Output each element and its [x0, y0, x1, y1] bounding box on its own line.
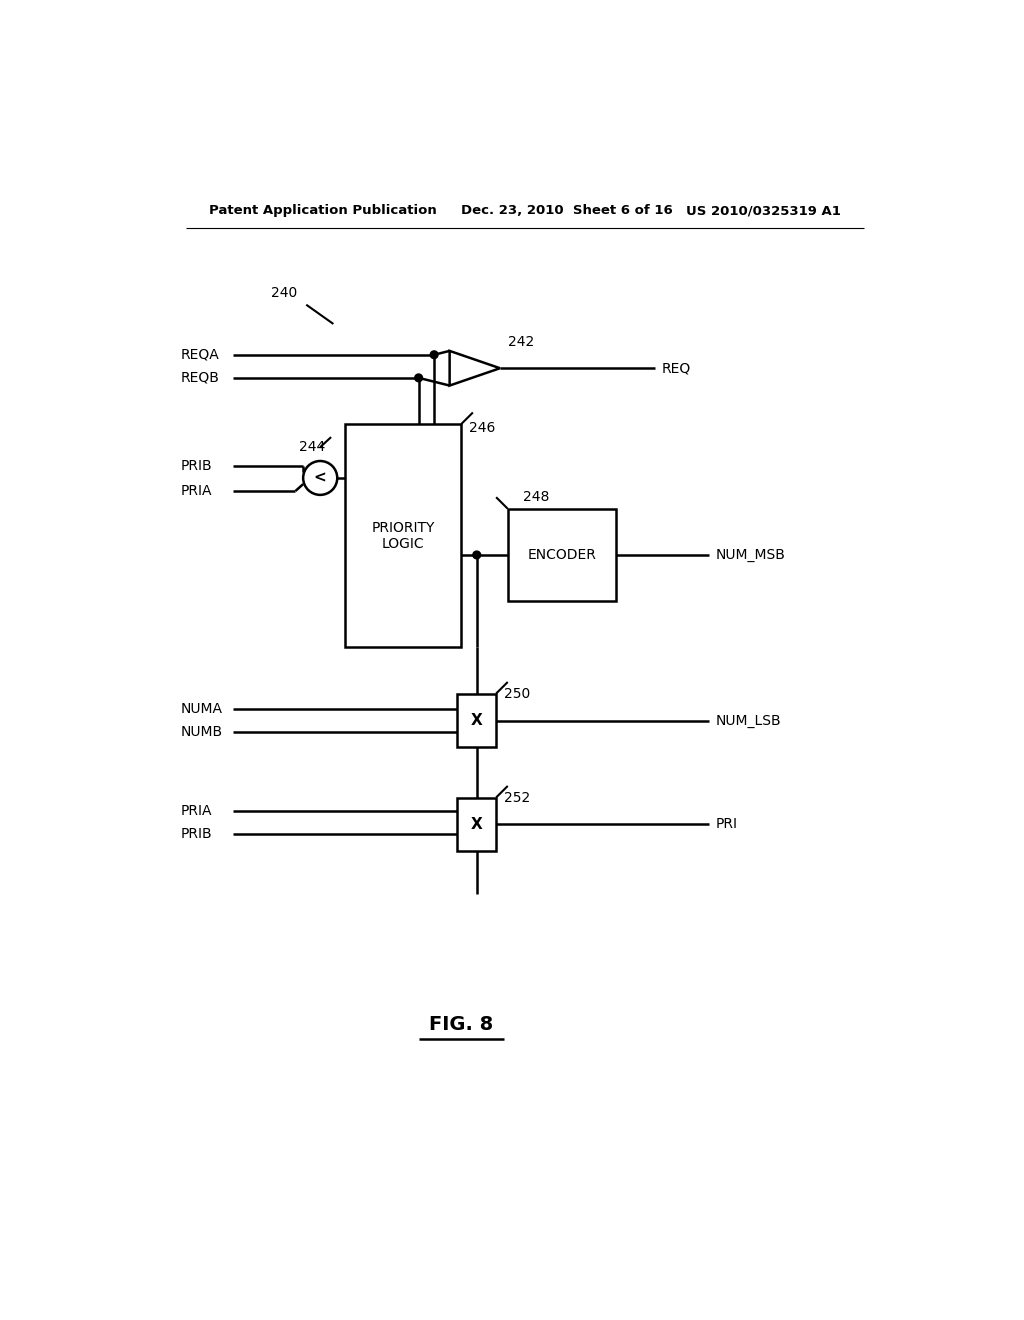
Text: Patent Application Publication: Patent Application Publication: [209, 205, 437, 218]
Circle shape: [415, 374, 423, 381]
Text: 248: 248: [523, 490, 550, 504]
Text: NUMA: NUMA: [180, 702, 222, 715]
Text: FIG. 8: FIG. 8: [429, 1015, 494, 1034]
Bar: [345, 424, 461, 647]
Text: REQ: REQ: [662, 362, 690, 375]
Text: X: X: [471, 713, 482, 729]
Text: <: <: [313, 470, 327, 486]
Text: 244: 244: [299, 440, 325, 454]
Circle shape: [430, 351, 438, 359]
Text: PRIB: PRIB: [180, 828, 212, 841]
Text: PRIA: PRIA: [180, 484, 212, 498]
Text: X: X: [471, 817, 482, 832]
Text: 250: 250: [504, 686, 530, 701]
Circle shape: [473, 552, 480, 558]
Text: NUM_MSB: NUM_MSB: [716, 548, 785, 562]
Text: Dec. 23, 2010  Sheet 6 of 16: Dec. 23, 2010 Sheet 6 of 16: [461, 205, 673, 218]
Text: REQA: REQA: [180, 347, 219, 362]
Bar: [508, 508, 616, 601]
Text: NUMB: NUMB: [180, 725, 223, 739]
Text: ENCODER: ENCODER: [527, 548, 596, 562]
Text: PRI: PRI: [716, 817, 737, 832]
Text: 242: 242: [508, 335, 534, 348]
Text: US 2010/0325319 A1: US 2010/0325319 A1: [686, 205, 841, 218]
Text: PRIB: PRIB: [180, 459, 212, 474]
Text: 252: 252: [504, 791, 530, 804]
Text: PRIORITY
LOGIC: PRIORITY LOGIC: [372, 520, 435, 550]
Text: PRIA: PRIA: [180, 804, 212, 818]
Text: NUM_LSB: NUM_LSB: [716, 714, 781, 727]
Text: REQB: REQB: [180, 371, 219, 385]
Bar: [458, 797, 496, 851]
Bar: [458, 693, 496, 747]
Text: 240: 240: [271, 286, 298, 300]
Text: 246: 246: [469, 421, 496, 434]
